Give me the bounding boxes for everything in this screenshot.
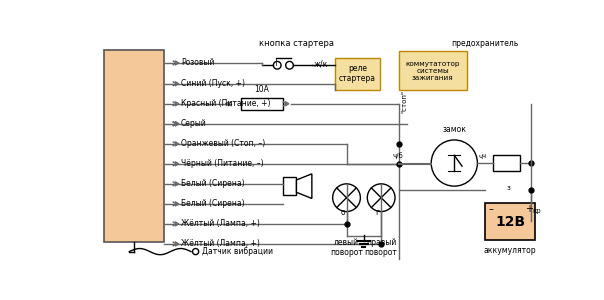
- FancyBboxPatch shape: [283, 177, 297, 195]
- Text: –: –: [489, 204, 493, 214]
- Text: коммутатотор
системы
зажигания: коммутатотор системы зажигания: [405, 61, 460, 81]
- FancyBboxPatch shape: [493, 155, 520, 171]
- Text: Розовый: Розовый: [181, 58, 214, 68]
- Text: реле
стартера: реле стартера: [339, 64, 376, 83]
- Text: замок: замок: [442, 125, 466, 134]
- Text: кнопка стартера: кнопка стартера: [259, 39, 334, 48]
- Text: аккумулятор: аккумулятор: [484, 246, 536, 255]
- FancyBboxPatch shape: [241, 98, 283, 110]
- Text: Серый: Серый: [181, 119, 207, 128]
- Text: Белый (Сирена): Белый (Сирена): [181, 179, 245, 188]
- Text: Жёлтый (Лампа, +): Жёлтый (Лампа, +): [181, 219, 260, 228]
- Text: Красный (Питание, +): Красный (Питание, +): [181, 99, 271, 108]
- FancyBboxPatch shape: [399, 51, 467, 90]
- Polygon shape: [297, 174, 312, 199]
- Text: кр: кр: [533, 208, 541, 214]
- Text: Белый (Сирена): Белый (Сирена): [181, 200, 245, 208]
- FancyBboxPatch shape: [335, 58, 380, 90]
- FancyBboxPatch shape: [104, 50, 164, 242]
- Text: Синий (Пуск, +): Синий (Пуск, +): [181, 79, 245, 88]
- FancyBboxPatch shape: [485, 203, 535, 240]
- Text: ж/к: ж/к: [313, 59, 328, 68]
- Text: 12В: 12В: [495, 214, 525, 229]
- Text: Чёрный (Питание, –): Чёрный (Питание, –): [181, 159, 263, 168]
- Text: ч/б: ч/б: [393, 152, 403, 159]
- Text: Оранжевый (Стоп, –): Оранжевый (Стоп, –): [181, 139, 265, 148]
- Text: ч: ч: [479, 154, 483, 160]
- Text: +: +: [525, 204, 533, 214]
- Text: 10А: 10А: [254, 85, 269, 94]
- Text: "стоп": "стоп": [401, 90, 407, 113]
- Text: правый
поворот: правый поворот: [365, 238, 397, 257]
- Text: ч: ч: [481, 153, 486, 159]
- Text: з: з: [506, 185, 510, 191]
- Text: левый
поворот: левый поворот: [330, 238, 363, 257]
- Text: Жёлтый (Лампа, +): Жёлтый (Лампа, +): [181, 239, 260, 248]
- Text: г: г: [375, 208, 379, 217]
- Text: Датчик вибрации: Датчик вибрации: [202, 247, 273, 256]
- Text: предохранитель: предохранитель: [451, 39, 519, 48]
- Text: о: о: [340, 208, 345, 217]
